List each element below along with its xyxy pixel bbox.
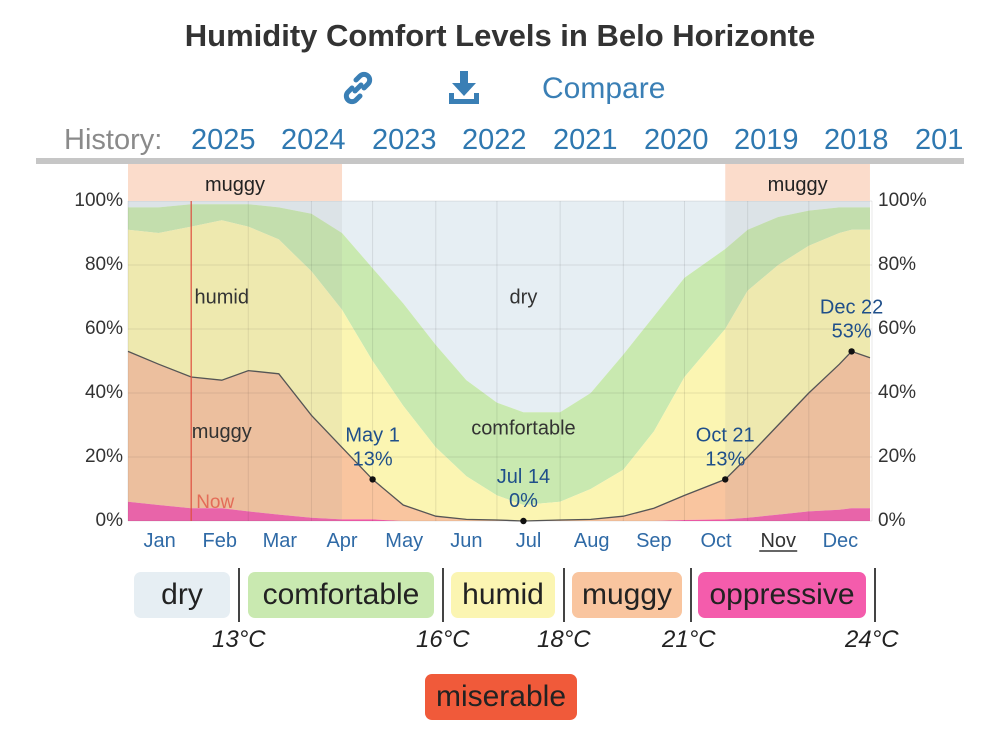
y-tick-label-right: 20%: [878, 446, 916, 467]
history-year-link[interactable]: 2024: [281, 124, 346, 156]
page-title: Humidity Comfort Levels in Belo Horizont…: [184, 18, 816, 53]
annotation-date: Oct 21: [696, 424, 755, 446]
history-label: History:: [64, 124, 163, 156]
month-label: Mar: [263, 530, 298, 552]
y-tick-label-left: 80%: [85, 254, 123, 275]
legend-chip-miserable[interactable]: miserable: [425, 674, 577, 720]
region-label: comfortable: [471, 418, 576, 440]
history-year-link[interactable]: 2025: [191, 124, 256, 156]
history-year-link[interactable]: 2018: [824, 124, 889, 156]
now-label: Now: [196, 492, 234, 513]
area-comfortable: [128, 204, 870, 505]
annotation-point: [369, 476, 376, 483]
month-label: Sep: [636, 530, 672, 552]
series-line-muggy: [127, 350, 871, 522]
region-label: muggy: [192, 421, 252, 443]
muggy-band-label: muggy: [768, 174, 828, 196]
muggy-band-overlay: [128, 201, 343, 521]
muggy-band-header: [725, 164, 870, 201]
legend-threshold: 18°C: [537, 626, 591, 653]
area-muggy: [128, 351, 870, 521]
legend-separator: [690, 568, 692, 622]
legend-chip-humid[interactable]: humid: [451, 572, 555, 618]
muggy-band-header: [128, 164, 343, 201]
legend-separator: [238, 568, 240, 622]
y-tick-label-right: 100%: [878, 190, 927, 211]
y-tick-label-right: 80%: [878, 254, 916, 275]
month-label: Jul: [516, 530, 542, 552]
legend: dry comfortable humid muggy oppressive 1…: [0, 568, 1000, 733]
history-year-link[interactable]: 2023: [372, 124, 437, 156]
annotation-date: Jul 14: [497, 466, 550, 488]
legend-chip-dry[interactable]: dry: [134, 572, 230, 618]
chart-toolbar: [0, 68, 1000, 112]
history-year-link[interactable]: 2022: [462, 124, 527, 156]
y-tick-label-left: 40%: [85, 382, 123, 403]
annotation-date: May 1: [345, 424, 399, 446]
muggy-band-label: muggy: [205, 174, 265, 196]
y-tick-label-left: 0%: [96, 510, 124, 531]
annotation-value: 13%: [705, 448, 745, 470]
y-tick-label-right: 0%: [878, 510, 906, 531]
region-label: dry: [510, 286, 538, 308]
annotation-point: [722, 476, 729, 483]
month-label: Nov: [760, 530, 796, 552]
y-tick-label-left: 100%: [74, 190, 123, 211]
month-label: Dec: [823, 530, 859, 552]
month-label: Aug: [574, 530, 610, 552]
history-year-link[interactable]: 201: [915, 124, 964, 156]
annotation-point: [848, 348, 855, 355]
month-label: May: [385, 530, 423, 552]
legend-separator: [442, 568, 444, 622]
legend-separator: [874, 568, 876, 622]
annotation-value: 13%: [353, 448, 393, 470]
area-oppressive: [128, 501, 870, 521]
legend-threshold: 21°C: [662, 626, 716, 653]
legend-chip-muggy[interactable]: muggy: [572, 572, 682, 618]
area-humid: [128, 220, 870, 521]
legend-threshold: 13°C: [212, 626, 266, 653]
history-divider: [36, 158, 964, 164]
month-label: Feb: [202, 530, 236, 552]
y-tick-label-right: 40%: [878, 382, 916, 403]
download-icon[interactable]: [444, 68, 484, 108]
annotation-value: 0%: [509, 490, 538, 512]
y-tick-label-left: 20%: [85, 446, 123, 467]
month-label: Oct: [701, 530, 733, 552]
legend-threshold: 16°C: [416, 626, 470, 653]
history-year-link[interactable]: 2019: [734, 124, 799, 156]
annotation-date: Dec 22: [820, 296, 883, 318]
legend-separator: [563, 568, 565, 622]
month-label: Apr: [326, 530, 357, 552]
y-tick-label-right: 60%: [878, 318, 916, 339]
compare-link[interactable]: Compare: [542, 72, 666, 105]
humidity-chart: muggy muggy Now humid dry muggy comfortable May…: [74, 164, 927, 552]
history-year-link[interactable]: 2020: [644, 124, 709, 156]
y-tick-label-left: 60%: [85, 318, 123, 339]
history-year-link[interactable]: 2021: [553, 124, 618, 156]
annotation-point: [520, 517, 527, 525]
legend-chip-comfortable[interactable]: comfortable: [248, 572, 434, 618]
legend-threshold: 24°C: [845, 626, 899, 653]
legend-chip-oppressive[interactable]: oppressive: [698, 572, 866, 618]
month-label: Jun: [450, 530, 482, 552]
area-dry: [128, 201, 870, 413]
annotation-value: 53%: [832, 320, 872, 342]
region-label: humid: [195, 286, 249, 308]
history-bar: History: 2025 2024 2023 2022 2021 2020 2…: [0, 120, 1000, 160]
muggy-band-overlay: [725, 201, 870, 521]
link-icon[interactable]: [338, 68, 378, 108]
month-label: Jan: [143, 530, 175, 552]
